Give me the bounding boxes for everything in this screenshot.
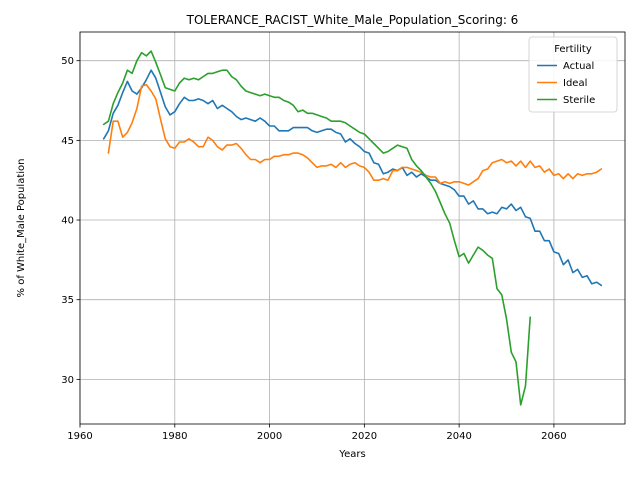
- x-tick-label: 2040: [446, 431, 471, 442]
- x-tick-label: 2020: [352, 431, 377, 442]
- series-line-ideal: [107, 83, 603, 186]
- y-tick-label: 30: [61, 375, 74, 386]
- y-axis: 30 35 40 45 50: [61, 56, 80, 386]
- x-tick-label: 2000: [257, 431, 282, 442]
- y-tick-label: 40: [61, 216, 74, 227]
- legend-title: Fertility: [554, 44, 592, 55]
- series-line-actual: [102, 69, 603, 287]
- y-axis-label: % of White_Male Population: [16, 159, 27, 298]
- y-tick-label: 45: [61, 136, 74, 147]
- x-axis: 1960 1980 2000 2020 2040 2060: [67, 424, 567, 442]
- x-tick-label: 2060: [541, 431, 566, 442]
- legend: Fertility Actual Ideal Sterile: [528, 36, 618, 113]
- legend-box: [528, 36, 618, 113]
- chart-title: TOLERANCE_RACIST_White_Male_Population_S…: [186, 13, 519, 27]
- x-tick-label: 1980: [162, 431, 187, 442]
- series-line-sterile: [102, 50, 532, 406]
- y-tick-label: 35: [61, 295, 74, 306]
- legend-label-sterile: Sterile: [563, 95, 595, 106]
- legend-label-actual: Actual: [563, 61, 594, 72]
- legend-label-ideal: Ideal: [563, 78, 587, 89]
- x-axis-label: Years: [338, 449, 365, 460]
- y-tick-label: 50: [61, 56, 74, 67]
- x-tick-label: 1960: [67, 431, 92, 442]
- plot-frame: [79, 31, 626, 425]
- series-lines: [102, 50, 603, 406]
